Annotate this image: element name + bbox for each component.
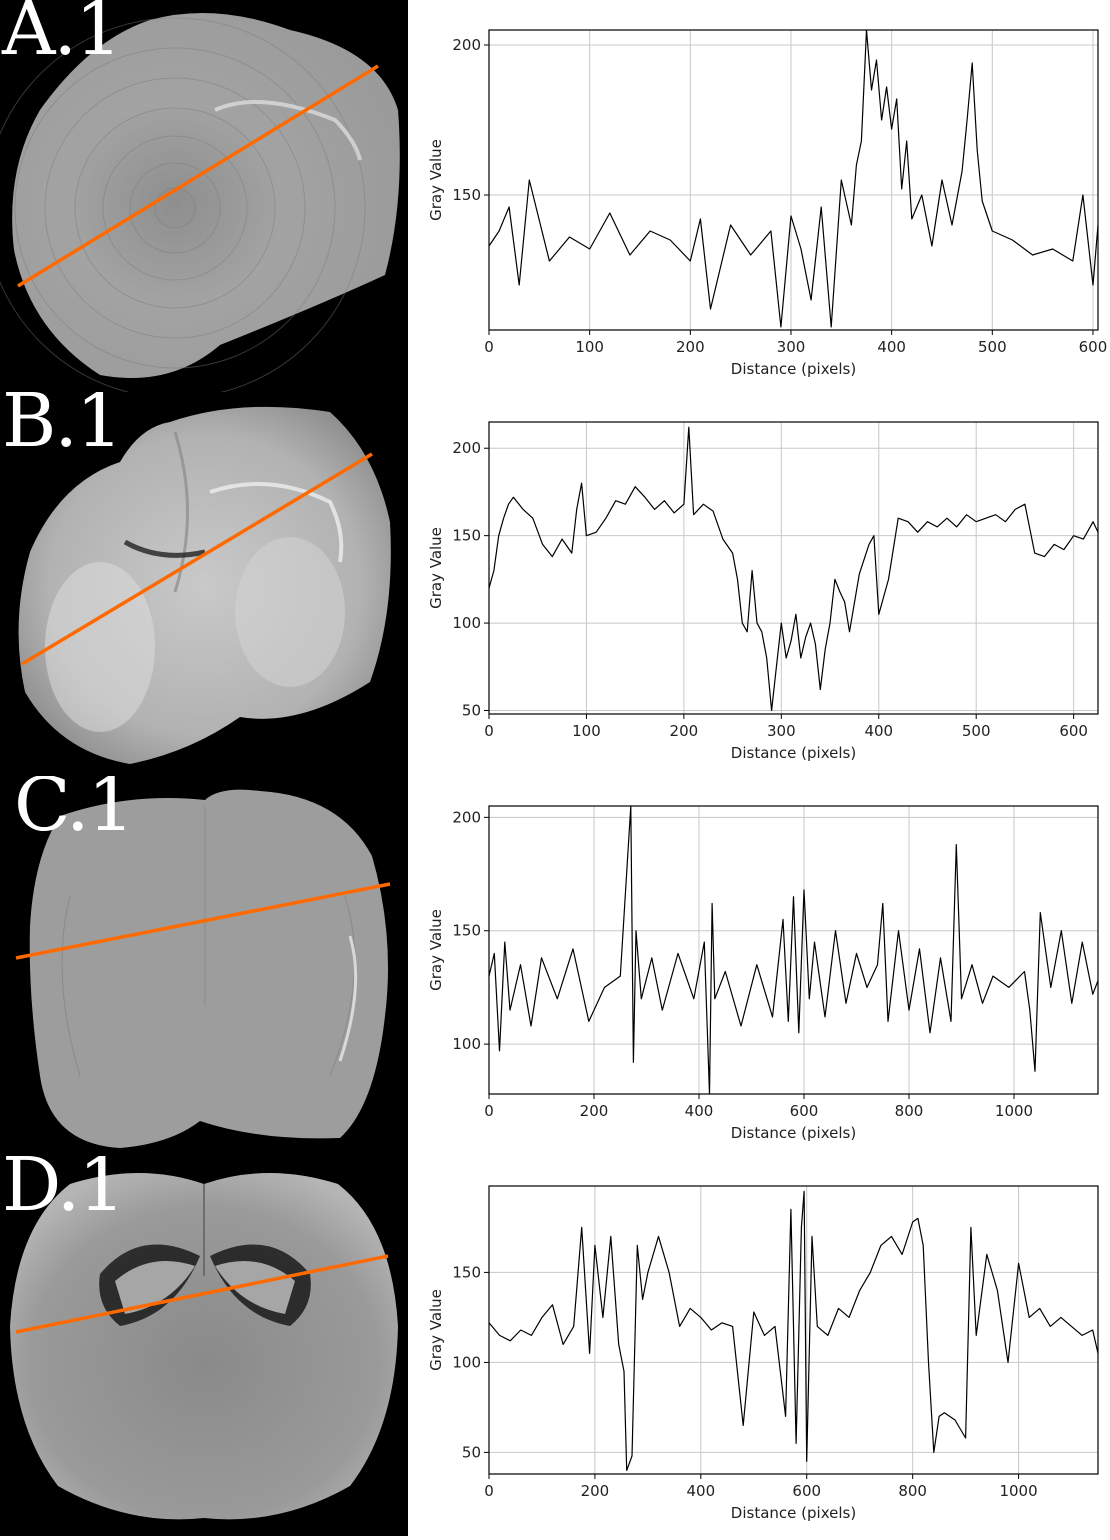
panel-label-c: C.1 — [14, 776, 135, 848]
y-tick-label-0: 50 — [462, 702, 481, 720]
chart-d: 0 200 400 600 800 1000 50 100 150 Distance (pixel… — [427, 1185, 1099, 1522]
series-line-0 — [488, 1190, 1099, 1471]
plot-a: 0 100 200 300 400 500 600 150 200 Distance (pixel… — [408, 0, 1110, 392]
tissue-section-b — [18, 406, 391, 764]
y-tick-label-2: 150 — [452, 527, 481, 545]
x-axis-label: Distance (pixels) — [731, 1504, 856, 1522]
y-tick-label-0: 100 — [452, 1035, 481, 1053]
panel-label-b: B.1 — [2, 392, 123, 464]
tissue-section-a — [0, 12, 400, 392]
x-tick-label-4: 800 — [898, 1482, 927, 1500]
x-tick-label-5: 500 — [978, 338, 1007, 356]
y-tick-label-0: 50 — [462, 1443, 481, 1461]
series-line-0 — [488, 805, 1099, 1095]
profile-line-b — [21, 452, 373, 666]
y-tick-label-1: 100 — [452, 614, 481, 632]
y-axis-label: Gray Value — [427, 909, 445, 991]
x-tick-label-1: 100 — [575, 338, 604, 356]
y-tick-label-0: 150 — [452, 186, 481, 204]
x-tick-label-0: 0 — [484, 1482, 494, 1500]
panel-a-image: A.1 — [0, 0, 408, 392]
plot-frame — [488, 805, 1099, 1095]
profile-line-d — [15, 1254, 389, 1334]
y-tick-label-1: 200 — [452, 36, 481, 54]
x-tick-label-3: 600 — [790, 1102, 819, 1120]
profile-line-a — [17, 64, 379, 288]
x-tick-label-1: 200 — [581, 1482, 610, 1500]
panel-c-image: C.1 — [0, 776, 408, 1156]
x-tick-label-3: 600 — [792, 1482, 821, 1500]
x-tick-label-2: 400 — [685, 1102, 714, 1120]
x-tick-label-6: 600 — [1079, 338, 1108, 356]
plot-frame — [488, 421, 1099, 715]
x-axis-label: Distance (pixels) — [731, 360, 856, 378]
y-axis-label: Gray Value — [427, 139, 445, 221]
tissue-section-c — [15, 789, 391, 1148]
series-line-0 — [488, 29, 1099, 328]
y-tick-label-2: 150 — [452, 1263, 481, 1281]
x-tick-label-4: 400 — [864, 722, 893, 740]
x-tick-label-2: 200 — [670, 722, 699, 740]
chart-c: 0 200 400 600 800 1000 100 150 200 Distance (pixe… — [427, 805, 1099, 1142]
y-tick-label-2: 200 — [452, 808, 481, 826]
x-tick-label-4: 800 — [895, 1102, 924, 1120]
plot-frame — [488, 1185, 1099, 1475]
chart-b: 0 100 200 300 400 500 600 50 100 150 200 Distance (… — [427, 421, 1099, 762]
tissue-section-d — [10, 1173, 398, 1520]
x-tick-label-5: 1000 — [995, 1102, 1033, 1120]
x-tick-label-0: 0 — [484, 1102, 494, 1120]
x-tick-label-0: 0 — [484, 722, 494, 740]
plot-d: 0 200 400 600 800 1000 50 100 150 Distance (pixel… — [408, 1156, 1110, 1536]
profile-line-c — [15, 882, 391, 960]
x-tick-label-4: 400 — [877, 338, 906, 356]
y-axis-label: Gray Value — [427, 527, 445, 609]
x-tick-label-1: 200 — [580, 1102, 609, 1120]
x-tick-label-5: 500 — [962, 722, 991, 740]
x-tick-label-6: 600 — [1059, 722, 1088, 740]
x-tick-label-2: 400 — [687, 1482, 716, 1500]
plot-c: 0 200 400 600 800 1000 100 150 200 Distance (pixe… — [408, 776, 1110, 1156]
plot-frame — [488, 29, 1099, 331]
x-tick-label-1: 100 — [572, 722, 601, 740]
y-tick-label-3: 200 — [452, 439, 481, 457]
y-axis-label: Gray Value — [427, 1289, 445, 1371]
plot-b: 0 100 200 300 400 500 600 50 100 150 200 Distance (… — [408, 392, 1110, 776]
panel-b-image: B.1 — [0, 392, 408, 776]
y-tick-label-1: 100 — [452, 1353, 481, 1371]
x-axis-label: Distance (pixels) — [731, 744, 856, 762]
x-tick-label-5: 1000 — [999, 1482, 1037, 1500]
x-tick-label-0: 0 — [484, 338, 494, 356]
panel-label-a: A.1 — [2, 0, 122, 72]
chart-a: 0 100 200 300 400 500 600 150 200 Distance (pixel… — [427, 29, 1108, 378]
panel-label-d: D.1 — [2, 1156, 125, 1228]
x-axis-label: Distance (pixels) — [731, 1124, 856, 1142]
series-line-0 — [488, 426, 1099, 712]
y-tick-label-1: 150 — [452, 922, 481, 940]
x-tick-label-3: 300 — [777, 338, 806, 356]
x-tick-label-3: 300 — [767, 722, 796, 740]
x-tick-label-2: 200 — [676, 338, 705, 356]
panel-d-image: D.1 — [0, 1156, 408, 1536]
